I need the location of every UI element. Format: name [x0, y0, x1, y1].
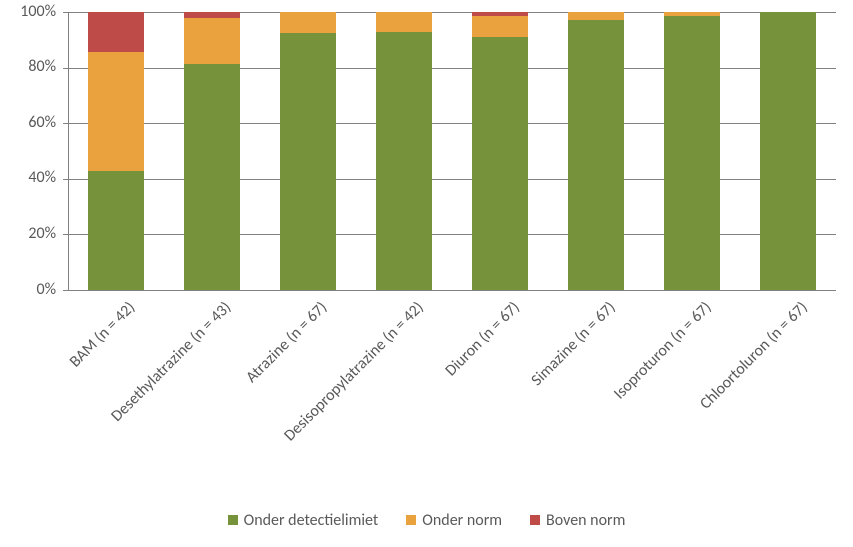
- plot-area: [68, 12, 836, 290]
- y-tick-label: 20%: [0, 224, 56, 243]
- y-tick-mark: [63, 68, 68, 69]
- bar-segment-onder_detectielimiet: [280, 33, 336, 290]
- bar: [376, 12, 432, 290]
- bar-group: [164, 12, 260, 290]
- legend-label: Onder detectielimiet: [244, 511, 379, 530]
- y-tick-label: 60%: [0, 113, 56, 132]
- bar: [568, 12, 624, 290]
- bar-segment-onder_norm: [568, 12, 624, 20]
- x-axis-labels: BAM (n = 42)Desethylatrazine (n = 43)Atr…: [68, 290, 836, 490]
- y-tick-mark: [63, 234, 68, 235]
- x-label-slot: Chloortoluron (n = 67): [740, 290, 836, 490]
- legend-label: Onder norm: [422, 511, 502, 530]
- bar: [472, 12, 528, 290]
- legend-swatch: [530, 515, 540, 525]
- bar-segment-onder_detectielimiet: [184, 64, 240, 290]
- x-label-slot: Diuron (n = 67): [452, 290, 548, 490]
- y-tick-label: 0%: [0, 280, 56, 299]
- bar-group: [548, 12, 644, 290]
- y-tick-mark: [63, 12, 68, 13]
- legend-item: Onder detectielimiet: [228, 511, 379, 530]
- legend: Onder detectielimiet Onder norm Boven norm: [0, 505, 853, 535]
- legend-swatch: [406, 515, 416, 525]
- bar-group: [740, 12, 836, 290]
- legend-label: Boven norm: [546, 511, 625, 530]
- bar-segment-onder_detectielimiet: [664, 16, 720, 290]
- bar-segment-onder_detectielimiet: [376, 32, 432, 290]
- bar-group: [644, 12, 740, 290]
- bar-group: [68, 12, 164, 290]
- x-label-slot: Desisopropylatrazine (n = 42): [356, 290, 452, 490]
- bar-segment-boven_norm: [88, 12, 144, 52]
- bar-segment-onder_norm: [376, 12, 432, 32]
- bar: [184, 12, 240, 290]
- bar-group: [356, 12, 452, 290]
- y-tick-label: 40%: [0, 168, 56, 187]
- bar-segment-onder_detectielimiet: [760, 12, 816, 290]
- bar-segment-onder_norm: [472, 16, 528, 37]
- legend-item: Boven norm: [530, 511, 625, 530]
- bar-group: [260, 12, 356, 290]
- bar-group: [452, 12, 548, 290]
- bar-segment-onder_norm: [88, 52, 144, 171]
- bar: [280, 12, 336, 290]
- y-tick-mark: [63, 123, 68, 124]
- bar: [760, 12, 816, 290]
- bar-segment-onder_detectielimiet: [568, 20, 624, 290]
- x-axis-label: Diuron (n = 67): [441, 298, 523, 380]
- bar-segment-onder_norm: [184, 18, 240, 63]
- legend-swatch: [228, 515, 238, 525]
- bar: [88, 12, 144, 290]
- bar-segment-onder_norm: [280, 12, 336, 33]
- y-tick-label: 100%: [0, 2, 56, 21]
- bars-area: [68, 12, 836, 290]
- bar-segment-onder_detectielimiet: [88, 171, 144, 290]
- y-tick-mark: [63, 179, 68, 180]
- y-tick-label: 80%: [0, 57, 56, 76]
- bar-segment-onder_detectielimiet: [472, 37, 528, 290]
- legend-item: Onder norm: [406, 511, 502, 530]
- x-label-slot: Desethylatrazine (n = 43): [164, 290, 260, 490]
- x-axis-label: BAM (n = 42): [66, 298, 139, 371]
- stacked-bar-chart: 0% 20% 40% 60% 80% 100% BAM (n = 42) Desethyla…: [0, 0, 853, 547]
- bar: [664, 12, 720, 290]
